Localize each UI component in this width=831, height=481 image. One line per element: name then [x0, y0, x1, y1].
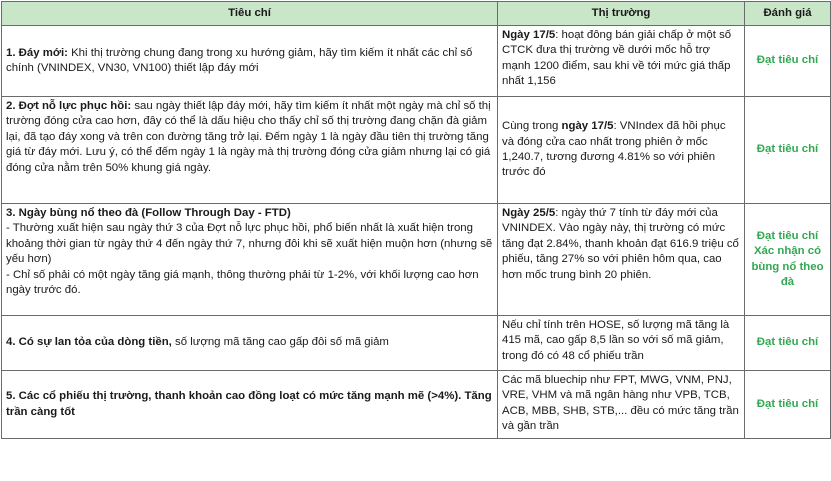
table-row: 1. Đáy mới: Khi thị trường chung đang tr… [1, 25, 831, 97]
criteria-text: sau ngày thiết lập đáy mới, hãy tìm kiếm… [6, 100, 491, 174]
rating-cell: Đạt tiêu chí [744, 315, 831, 371]
rating-cell: Đạt tiêu chí [744, 96, 831, 204]
table-row: 2. Đợt nỗ lực phục hồi: sau ngày thiết l… [1, 96, 831, 204]
criteria-table: Tiêu chí Thị trường Đánh giá 1. Đáy mới:… [1, 1, 831, 439]
criteria-cell: 3. Ngày bùng nổ theo đà (Follow Through … [1, 203, 498, 316]
market-cell: Các mã bluechip như FPT, MWG, VNM, PNJ, … [497, 370, 745, 439]
header-criteria: Tiêu chí [1, 1, 498, 26]
market-cell: Ngày 17/5: hoạt đông bán giải chấp ở một… [497, 25, 745, 97]
table-row: 4. Có sự lan tỏa của dòng tiền, số lượng… [1, 315, 831, 371]
market-text: : hoạt đông bán giải chấp ở một số CTCK … [502, 29, 732, 88]
rating-cell: Đạt tiêu chí [744, 370, 831, 439]
table-row: 3. Ngày bùng nổ theo đà (Follow Through … [1, 203, 831, 316]
rating-cell: Đạt tiêu chí [744, 25, 831, 97]
criteria-cell: 1. Đáy mới: Khi thị trường chung đang tr… [1, 25, 498, 97]
market-lead: Cùng trong [502, 120, 562, 133]
market-text: : ngày thứ 7 tính từ đáy mới của VNINDEX… [502, 207, 739, 281]
criteria-cell: 2. Đợt nỗ lực phục hồi: sau ngày thiết l… [1, 96, 498, 204]
market-cell: Nếu chỉ tính trên HOSE, số lượng mã tăng… [497, 315, 745, 371]
criteria-text: Khi thị trường chung đang trong xu hướng… [6, 46, 473, 74]
market-cell: Cùng trong ngày 17/5: VNIndex đã hồi phụ… [497, 96, 745, 204]
header-row: Tiêu chí Thị trường Đánh giá [1, 1, 831, 26]
criteria-title: 4. Có sự lan tỏa của dòng tiền, [6, 336, 172, 349]
header-rating: Đánh giá [744, 1, 831, 26]
criteria-text: - Thường xuất hiện sau ngày thứ 3 của Đợ… [6, 222, 493, 297]
criteria-cell: 4. Có sự lan tỏa của dòng tiền, số lượng… [1, 315, 498, 371]
market-date: ngày 17/5 [561, 120, 614, 133]
criteria-text: số lượng mã tăng cao gấp đôi số mã giảm [171, 336, 389, 349]
market-text: : VNIndex đã hồi phục và đóng cửa cao nh… [502, 120, 726, 179]
header-market: Thị trường [497, 1, 745, 26]
rating-cell: Đạt tiêu chí Xác nhận có bùng nổ theo đà [744, 203, 831, 316]
market-date: Ngày 25/5 [502, 207, 556, 219]
criteria-cell: 5. Các cổ phiếu thị trường, thanh khoản … [1, 370, 498, 439]
criteria-title: 5. Các cổ phiếu thị trường, thanh khoản … [6, 390, 492, 418]
criteria-title: 1. Đáy mới: [6, 46, 68, 59]
criteria-title: 3. Ngày bùng nổ theo đà (Follow Through … [6, 207, 291, 219]
market-date: Ngày 17/5 [502, 29, 556, 41]
table-row: 5. Các cổ phiếu thị trường, thanh khoản … [1, 370, 831, 439]
market-cell: Ngày 25/5: ngày thứ 7 tính từ đáy mới củ… [497, 203, 745, 316]
criteria-title: 2. Đợt nỗ lực phục hồi: [6, 100, 132, 112]
